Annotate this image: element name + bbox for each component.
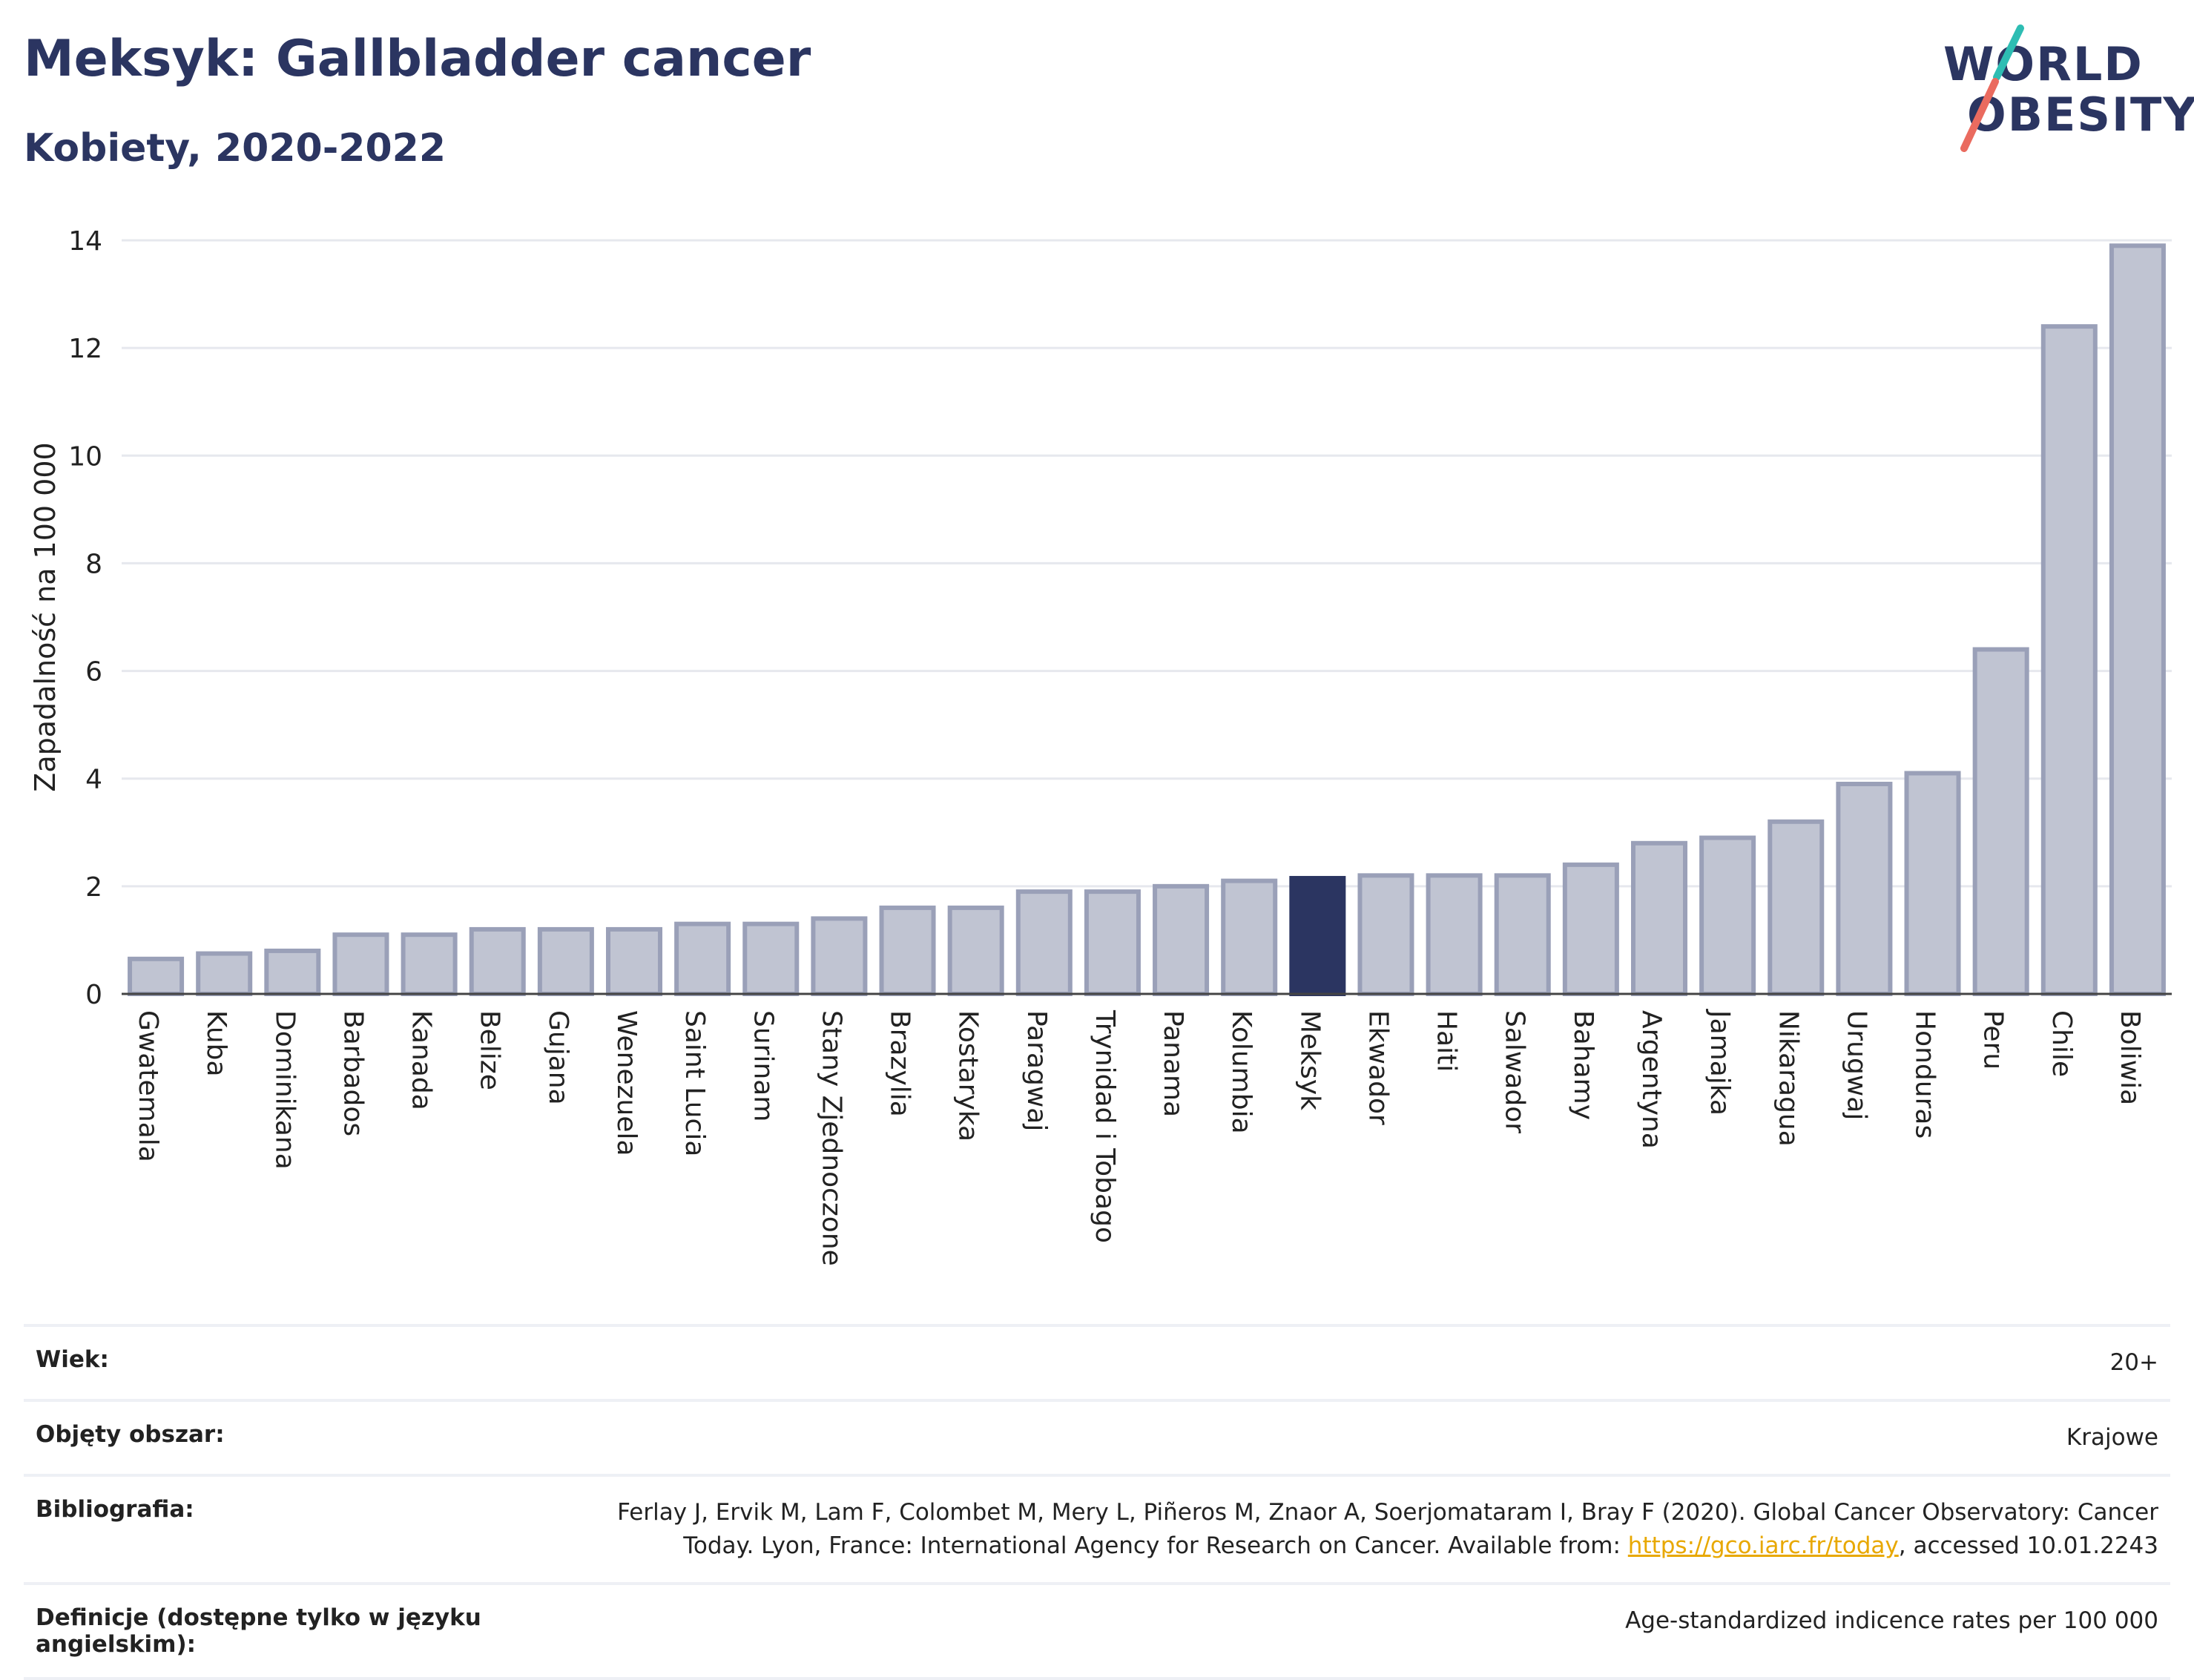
y-tick-label: 6 — [85, 657, 102, 688]
x-tick-label: Jamajka — [1704, 1009, 1735, 1116]
bar-haiti[interactable] — [1426, 873, 1483, 996]
bar-gwatemala[interactable] — [128, 956, 185, 997]
world-obesity-logo[interactable]: WORLD OBESITY — [1928, 22, 2194, 163]
bar-ekwador[interactable] — [1357, 873, 1414, 996]
x-tick-label: Kanada — [406, 1010, 437, 1110]
bar-dominikana[interactable] — [264, 948, 321, 997]
x-tick-label: Gujana — [543, 1010, 573, 1105]
definitions-key: Definicje (dostępne tylko w języku angie… — [36, 1604, 481, 1658]
bar-kolumbia[interactable] — [1221, 878, 1278, 996]
bibliography-key: Bibliografia: — [36, 1495, 194, 1523]
bar-chile[interactable] — [2040, 324, 2098, 997]
x-tick-label: Chile — [2046, 1010, 2077, 1077]
x-tick-label: Salwador — [1500, 1010, 1530, 1133]
x-tick-label: Panama — [1158, 1010, 1188, 1117]
bar-kanada[interactable] — [401, 932, 458, 997]
y-axis-label: Zapadalność na 100 000 — [29, 442, 62, 791]
bar-wenezuela[interactable] — [605, 926, 663, 997]
logo-slash-icon — [1960, 24, 2024, 152]
y-tick-label: 10 — [68, 441, 102, 472]
footer-row-definitions: Definicje (dostępne tylko w języku angie… — [24, 1581, 2170, 1680]
y-tick-label: 12 — [68, 334, 102, 364]
footer-row-age: Wiek: 20+ — [24, 1324, 2170, 1399]
x-tick-label: Paragwaj — [1021, 1010, 1052, 1131]
chart-title: Meksyk: Gallbladder cancer — [24, 30, 811, 88]
bar-belize[interactable] — [469, 926, 526, 997]
bar-paragwaj[interactable] — [1015, 889, 1073, 996]
area-key: Objęty obszar: — [36, 1420, 225, 1448]
x-tick-label: Barbados — [337, 1010, 368, 1136]
x-tick-label: Dominikana — [269, 1010, 300, 1170]
x-tick-label: Stany Zjednoczone — [816, 1010, 846, 1266]
bar-chart: 0 2 4 6 8 10 12 14 Gwatemala Kuba Dominikana Barba… — [29, 226, 2172, 1266]
x-tick-label: Kuba — [201, 1010, 231, 1077]
bibliography-value: Ferlay J, Ervik M, Lam F, Colombet M, Me… — [564, 1496, 2158, 1563]
x-tick-label: Urugwaj — [1841, 1010, 1871, 1120]
x-tick-label: Nikaragua — [1773, 1010, 1803, 1147]
x-tick-label: Haiti — [1432, 1010, 1462, 1072]
y-tick-label: 4 — [85, 765, 102, 795]
bar-bahamy[interactable] — [1562, 862, 1619, 996]
x-tick-label: Kolumbia — [1226, 1010, 1256, 1134]
bar-jamajka[interactable] — [1699, 835, 1756, 996]
source-link[interactable]: https://gco.iarc.fr/today — [1627, 1532, 1899, 1559]
bar-urugwaj[interactable] — [1836, 781, 1893, 996]
y-tick-label: 2 — [85, 872, 102, 903]
bibliography-accessed: , accessed 10.01.2243 — [1898, 1532, 2158, 1559]
footer-row-area: Objęty obszar: Krajowe — [24, 1398, 2170, 1474]
bar-barbados[interactable] — [332, 932, 389, 997]
x-tick-label: Meksyk — [1294, 1010, 1325, 1110]
bar-meksyk[interactable] — [1289, 875, 1346, 996]
bar-kostaryka[interactable] — [947, 905, 1004, 997]
bar-honduras[interactable] — [1904, 771, 1961, 996]
x-axis-labels: Gwatemala Kuba Dominikana Barbados Kanada Bel… — [133, 1009, 2145, 1266]
bibliography-text: Ferlay J, Ervik M, Lam F, Colombet M, Me… — [617, 1498, 2158, 1559]
x-tick-label: Wenezuela — [611, 1010, 642, 1156]
x-tick-label: Argentyna — [1636, 1010, 1667, 1149]
x-tick-label: Boliwia — [2115, 1010, 2145, 1105]
bar-gujana[interactable] — [537, 926, 594, 997]
definitions-value: Age-standardized indicence rates per 100… — [1625, 1607, 2158, 1634]
bar-boliwia[interactable] — [2109, 243, 2166, 996]
y-axis-ticks: 0 2 4 6 8 10 12 14 — [68, 226, 102, 1010]
bar-stany-zjednoczone[interactable] — [811, 916, 868, 997]
gridlines — [122, 239, 2172, 995]
y-tick-label: 8 — [85, 549, 102, 579]
x-tick-label: Honduras — [1910, 1010, 1940, 1139]
x-tick-label: Brazylia — [885, 1010, 915, 1117]
x-tick-label: Gwatemala — [133, 1010, 163, 1162]
logo-line-2: OBESITY — [1967, 88, 2194, 142]
bar-kuba[interactable] — [196, 951, 253, 996]
x-tick-label: Kostaryka — [953, 1010, 984, 1142]
bar-saint-lucia[interactable] — [674, 921, 731, 997]
y-tick-label: 0 — [85, 980, 102, 1010]
y-tick-label: 14 — [68, 226, 102, 257]
x-tick-label: Ekwador — [1363, 1010, 1393, 1125]
x-tick-label: Peru — [1978, 1010, 2009, 1070]
bar-peru[interactable] — [1972, 647, 2029, 996]
bars — [128, 243, 2166, 997]
bar-salwador[interactable] — [1494, 873, 1551, 996]
bar-surinam[interactable] — [742, 921, 800, 997]
footer-row-bibliography: Bibliografia: Ferlay J, Ervik M, Lam F, … — [24, 1473, 2170, 1582]
bar-argentyna[interactable] — [1630, 840, 1688, 996]
bar-nikaragua[interactable] — [1768, 819, 1825, 996]
area-value: Krajowe — [2066, 1423, 2158, 1451]
x-tick-label: Surinam — [748, 1010, 778, 1121]
bar-panama[interactable] — [1153, 883, 1210, 996]
metadata-table: Wiek: 20+ Objęty obszar: Krajowe Bibliog… — [24, 1324, 2170, 1680]
age-key: Wiek: — [36, 1346, 109, 1373]
x-tick-label: Saint Lucia — [679, 1010, 710, 1156]
x-tick-label: Trynidad i Tobago — [1090, 1009, 1120, 1243]
x-tick-label: Belize — [475, 1010, 505, 1090]
x-tick-label: Bahamy — [1568, 1010, 1598, 1120]
chart-subtitle: Kobiety, 2020-2022 — [24, 126, 447, 171]
bar-brazylia[interactable] — [879, 905, 936, 997]
logo-line-1: WORLD — [1943, 37, 2144, 91]
age-value: 20+ — [2109, 1349, 2158, 1376]
bar-trynidad-i-tobago[interactable] — [1084, 889, 1141, 996]
